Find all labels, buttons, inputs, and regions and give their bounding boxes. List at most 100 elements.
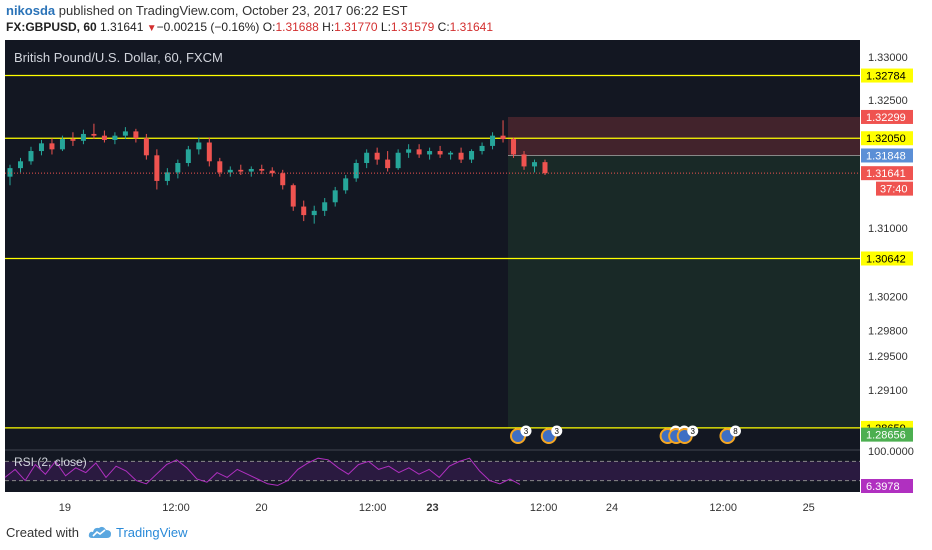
- tradingview-link[interactable]: TradingView: [116, 525, 188, 540]
- price-tick-label: 1.30200: [868, 291, 908, 303]
- time-tick-label: 24: [606, 502, 618, 514]
- price-marker-badge: [876, 181, 913, 196]
- plot-background: [5, 40, 860, 492]
- candle-body: [112, 135, 118, 140]
- candle-body: [17, 161, 23, 169]
- candle-body: [196, 142, 202, 150]
- down-arrow-icon: ▼: [146, 23, 157, 34]
- rsi-tick-label: 100.0000: [868, 446, 914, 458]
- candle-body: [91, 133, 97, 136]
- candle-body: [301, 206, 307, 216]
- price-marker-label: 1.31848: [866, 150, 906, 162]
- price-chart[interactable]: British Pound/U.S. Dollar, 60, FXCM 1.330…: [0, 40, 932, 515]
- stop-zone[interactable]: [508, 116, 860, 156]
- last-price: 1.31641: [100, 20, 144, 34]
- candle-body: [38, 143, 44, 152]
- publish-line: nikosda published on TradingView.com, Oc…: [6, 3, 408, 18]
- rsi-label: RSI (2, close): [14, 455, 87, 469]
- candle-body: [133, 131, 139, 139]
- price-marker-label: 1.31641: [866, 168, 906, 180]
- price-tick-label: 1.29800: [868, 325, 908, 337]
- candle-body: [28, 151, 34, 162]
- candle-body: [332, 190, 338, 203]
- candle-body: [206, 142, 212, 162]
- candle-body: [416, 149, 422, 155]
- candle-body: [479, 145, 485, 152]
- candle-body: [385, 159, 391, 169]
- time-tick-label: 25: [803, 502, 815, 514]
- candle-body: [511, 139, 517, 155]
- high-value: 1.31770: [334, 20, 378, 34]
- candle-body: [269, 170, 275, 174]
- symbol-label: FX:GBPUSD, 60: [6, 20, 97, 34]
- chart-title: British Pound/U.S. Dollar, 60, FXCM: [14, 50, 223, 65]
- candle-body: [164, 172, 170, 181]
- rsi-line: [4, 457, 521, 486]
- low-label: L:: [380, 20, 391, 34]
- candle-body: [59, 139, 65, 150]
- candle-body: [322, 202, 328, 211]
- published-text: published on TradingView.com, October 23…: [58, 3, 408, 18]
- candle-body: [7, 168, 13, 177]
- candle-body: [259, 168, 265, 171]
- candle-body: [154, 155, 160, 181]
- author-link[interactable]: nikosda: [6, 3, 56, 18]
- price-tick-label: 1.29500: [868, 351, 908, 363]
- time-tick-label: 12:00: [162, 502, 190, 514]
- candle-body: [227, 169, 233, 173]
- event-count-label: 3: [524, 427, 529, 436]
- candle-body: [374, 152, 380, 160]
- candle-body: [542, 162, 548, 174]
- rsi-value-label: 6.3978: [866, 481, 900, 493]
- candle-body: [427, 151, 433, 155]
- chart-container[interactable]: British Pound/U.S. Dollar, 60, FXCM 1.330…: [0, 40, 932, 515]
- rsi-band: [5, 461, 860, 481]
- ohlc-line: FX:GBPUSD, 60 1.31641 ▼−0.00215 (−0.16%)…: [6, 20, 493, 34]
- level-price-badge: [861, 251, 913, 266]
- event-count-label: 3: [555, 427, 560, 436]
- time-tick-label: 23: [426, 502, 438, 514]
- rsi-value-badge: [861, 479, 913, 493]
- candle-body: [175, 163, 181, 173]
- price-marker-badge: [861, 109, 913, 124]
- candle-body: [458, 152, 464, 160]
- time-tick-label: 12:00: [359, 502, 387, 514]
- event-count-label: 8: [733, 427, 738, 436]
- candle-body: [395, 152, 401, 169]
- footer: Created with TradingView: [0, 515, 932, 550]
- candle-body: [70, 139, 76, 141]
- price-marker-badge: [861, 148, 913, 163]
- candle-body: [280, 173, 286, 186]
- level-price-badge: [861, 68, 913, 83]
- price-marker-badge: [861, 166, 913, 181]
- target-zone[interactable]: [508, 155, 860, 428]
- open-label: O:: [262, 20, 276, 34]
- price-marker-label: 1.32299: [866, 112, 906, 124]
- candle-body: [448, 152, 454, 155]
- price-tick-label: 1.32500: [868, 95, 908, 107]
- open-value: 1.31688: [275, 20, 319, 34]
- price-tick-label: 1.33000: [868, 52, 908, 64]
- price-marker-label: 37:40: [880, 184, 908, 196]
- candle-body: [80, 133, 86, 141]
- candle-body: [364, 152, 370, 163]
- publish-header: nikosda published on TradingView.com, Oc…: [0, 0, 932, 40]
- candle-body: [217, 161, 223, 173]
- price-tick-label: 1.29100: [868, 385, 908, 397]
- candle-body: [469, 151, 475, 160]
- price-marker-label: 1.28656: [866, 430, 906, 442]
- close-label: C:: [437, 20, 450, 34]
- level-price-label: 1.32050: [866, 133, 906, 145]
- event-count-badge: [520, 425, 532, 437]
- candle-body: [290, 185, 296, 207]
- event-count-label: 3: [690, 427, 695, 436]
- candle-body: [437, 151, 443, 155]
- time-tick-label: 19: [59, 502, 71, 514]
- level-price-label: 1.32784: [866, 71, 906, 83]
- price-marker-badge: [861, 427, 913, 442]
- time-tick-label: 20: [255, 502, 267, 514]
- candle-body: [500, 135, 506, 140]
- candle-body: [406, 149, 412, 153]
- tradingview-cloud-icon[interactable]: [88, 524, 112, 540]
- level-price-badge: [861, 131, 913, 146]
